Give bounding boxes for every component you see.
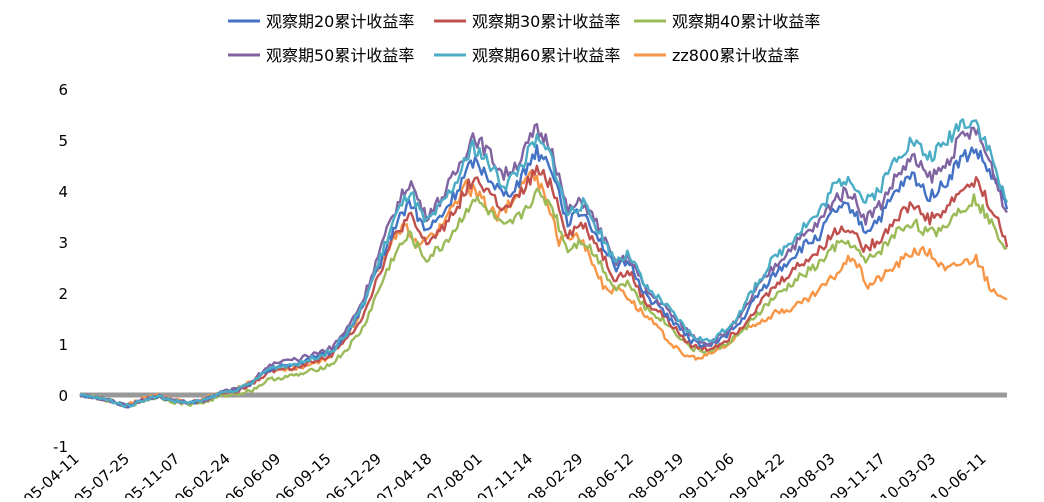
series-line: [79, 169, 1008, 408]
legend-label: 观察期60累计收益率: [472, 46, 620, 65]
y-tick-label: 4: [58, 183, 68, 201]
y-tick-label: 5: [58, 132, 68, 150]
y-tick-label: 2: [58, 285, 68, 303]
series-line: [79, 164, 1009, 408]
series-line: [79, 122, 1008, 408]
series-layer: [79, 118, 1009, 409]
legend-label: 观察期20累计收益率: [266, 12, 414, 31]
x-axis: 2005-04-112005-07-252005-11-072006-02-24…: [6, 450, 990, 502]
series-line: [79, 144, 1009, 409]
y-tick-label: -1: [53, 438, 68, 456]
y-tick-label: 0: [58, 387, 68, 405]
x-tick-label: 2005-04-11: [6, 450, 83, 498]
series-line: [79, 118, 1009, 409]
legend-label: 观察期30累计收益率: [472, 12, 620, 31]
y-tick-label: 1: [58, 336, 68, 354]
y-tick-label: 3: [58, 234, 68, 252]
y-axis: 6 5 4 3 2 1 0 -1: [53, 81, 68, 456]
y-tick-label: 6: [58, 81, 68, 99]
legend: 观察期20累计收益率 观察期30累计收益率 观察期40累计收益率观察期50累计收益率…: [228, 12, 820, 65]
legend-label: 观察期40累计收益率: [672, 12, 820, 31]
legend-label: 观察期50累计收益率: [266, 46, 414, 65]
legend-label: zz800累计收益率: [672, 46, 799, 65]
series-line: [79, 187, 1008, 408]
